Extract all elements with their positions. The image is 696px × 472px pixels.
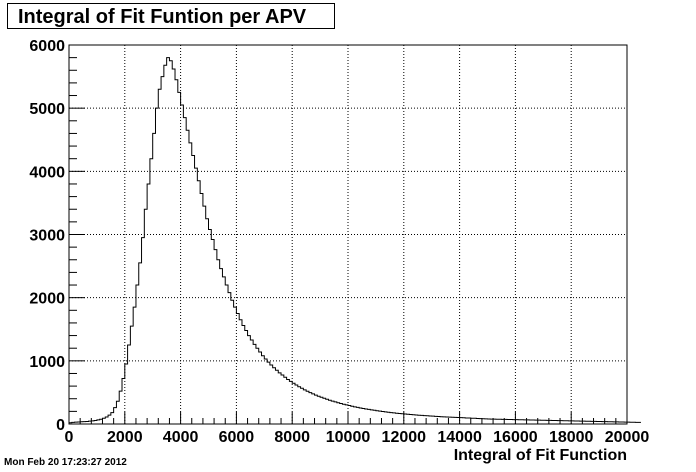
x-tick-label: 4000 [163, 429, 199, 446]
timestamp: Mon Feb 20 17:23:27 2012 [4, 457, 127, 468]
x-tick-label: 18000 [549, 429, 594, 446]
y-tick-label: 2000 [29, 291, 65, 308]
x-tick-label: 16000 [493, 429, 538, 446]
y-tick-label: 3000 [29, 228, 65, 245]
x-tick-label: 14000 [437, 429, 482, 446]
x-tick-label: 8000 [274, 429, 310, 446]
y-tick-label: 5000 [29, 101, 65, 118]
chart-title: Integral of Fit Funtion per APV [18, 6, 307, 28]
grid-layer [69, 45, 627, 424]
x-tick-label: 20000 [605, 429, 650, 446]
x-tick-label: 6000 [219, 429, 255, 446]
y-tick-label: 0 [56, 417, 65, 434]
axis-layer: 0 2000 4000 6000 8000 10000 12000 14000 16000 180… [29, 38, 649, 446]
x-tick-label: 12000 [382, 429, 427, 446]
y-tick-label: 6000 [29, 38, 65, 55]
y-tick-label: 1000 [29, 354, 65, 371]
histogram-series [68, 57, 641, 424]
x-axis-label: Integral of Fit Function [454, 447, 627, 464]
x-tick-label: 2000 [107, 429, 143, 446]
y-tick-label: 4000 [29, 164, 65, 181]
chart-title-box: Integral of Fit Funtion per APV [7, 3, 335, 29]
x-tick-label: 10000 [326, 429, 371, 446]
x-tick-label: 0 [65, 429, 74, 446]
